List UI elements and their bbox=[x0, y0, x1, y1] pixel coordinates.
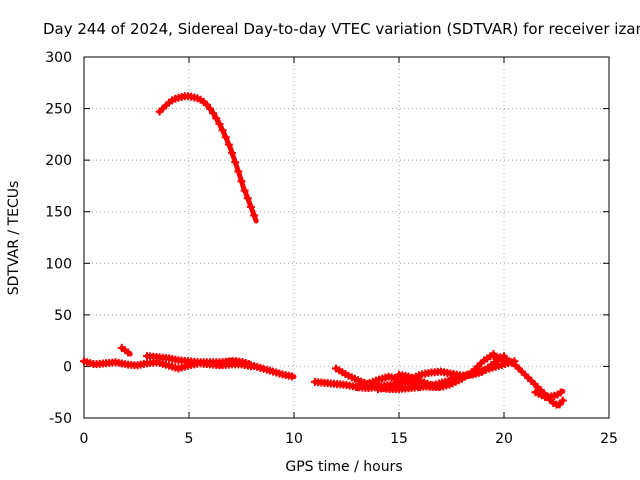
data-point-marker bbox=[240, 186, 249, 195]
series-arc-j bbox=[416, 357, 519, 392]
data-point-marker bbox=[231, 158, 240, 167]
data-point-marker bbox=[218, 126, 227, 135]
chart-title: Day 244 of 2024, Sidereal Day-to-day VTE… bbox=[43, 20, 640, 38]
x-axis-label: GPS time / hours bbox=[285, 459, 402, 475]
data-point-marker bbox=[212, 114, 221, 123]
data-point-marker bbox=[228, 148, 237, 157]
data-point-marker bbox=[250, 211, 259, 220]
x-tick-label: 25 bbox=[600, 431, 618, 447]
data-point-marker bbox=[558, 396, 567, 405]
data-point-marker bbox=[124, 348, 133, 357]
series-arc-l bbox=[531, 388, 566, 401]
x-tick-label: 0 bbox=[80, 431, 89, 447]
data-point-marker bbox=[206, 104, 214, 113]
data-point-marker bbox=[246, 202, 255, 211]
x-tick-label: 5 bbox=[185, 431, 194, 447]
y-tick-label: 300 bbox=[45, 50, 72, 66]
y-tick-label: 150 bbox=[45, 205, 72, 221]
y-tick-label: -50 bbox=[49, 411, 72, 427]
data-point-marker bbox=[215, 120, 224, 129]
y-tick-label: 0 bbox=[63, 359, 72, 375]
data-point-marker bbox=[237, 177, 246, 186]
plot-frame bbox=[83, 56, 610, 419]
series-band bbox=[157, 93, 259, 224]
y-tick-label: 250 bbox=[45, 102, 72, 118]
tick-labels: 0 5 10 15 20 25 -50 0 50 100 150 200 250 300 bbox=[45, 50, 618, 447]
y-tick-label: 50 bbox=[54, 308, 72, 324]
data-point-marker bbox=[234, 167, 243, 176]
y-tick-label: 100 bbox=[45, 256, 72, 272]
data-point-marker bbox=[243, 194, 252, 203]
x-tick-label: 10 bbox=[285, 431, 303, 447]
data-point-marker bbox=[287, 372, 296, 381]
series-arc-high bbox=[155, 92, 259, 224]
data-point-marker bbox=[221, 133, 230, 142]
x-tick-label: 20 bbox=[495, 431, 513, 447]
y-tick-label: 200 bbox=[45, 153, 72, 169]
series-arc-d bbox=[216, 357, 253, 369]
data-point-marker bbox=[209, 109, 218, 118]
grid bbox=[83, 56, 610, 419]
data-point-marker bbox=[244, 360, 253, 369]
series-arc-c bbox=[117, 343, 133, 357]
y-axis-label: SDTVAR / TECUs bbox=[6, 181, 22, 296]
x-tick-label: 15 bbox=[390, 431, 408, 447]
data-point-marker bbox=[224, 140, 233, 149]
data-layer bbox=[80, 92, 567, 409]
data-point-marker bbox=[556, 388, 565, 397]
